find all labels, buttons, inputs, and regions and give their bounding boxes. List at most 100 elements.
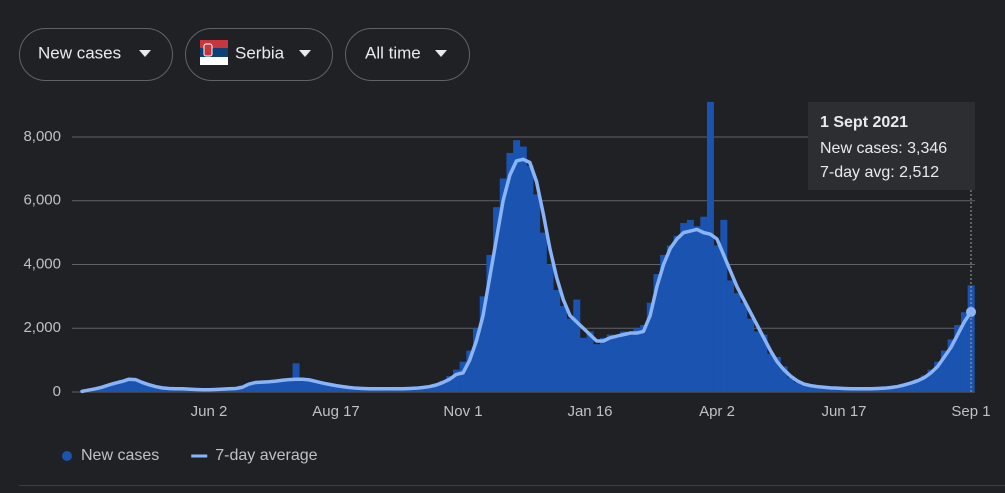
bar: [493, 207, 501, 392]
y-tick-label: 8,000: [23, 128, 61, 145]
tooltip: 1 Sept 2021 New cases: 3,346 7-day avg: …: [808, 102, 975, 190]
bar: [332, 385, 340, 392]
x-tick-label: Jun 2: [191, 403, 228, 420]
x-tick-label: Nov 1: [443, 403, 482, 420]
bar: [706, 101, 714, 392]
bar: [513, 140, 521, 392]
tooltip-box: [808, 102, 975, 190]
bar: [666, 245, 674, 392]
bar: [840, 388, 848, 392]
bar: [820, 387, 828, 392]
bar: [419, 387, 427, 392]
bar: [653, 274, 661, 392]
bar: [733, 293, 741, 392]
bar: [319, 383, 327, 392]
flag-blue: [200, 48, 228, 57]
bar: [606, 334, 614, 392]
bar: [807, 386, 815, 392]
bar: [900, 384, 908, 392]
bar: [626, 334, 634, 392]
bar: [740, 302, 748, 392]
dropdown-arrow: [435, 50, 447, 57]
bar: [112, 382, 120, 392]
bar: [359, 388, 367, 392]
bar: [727, 280, 735, 392]
bar: [907, 382, 915, 392]
bar: [640, 325, 648, 392]
bar: [446, 376, 454, 392]
dropdown-arrow: [139, 50, 151, 57]
bar: [499, 178, 507, 392]
bar: [700, 216, 708, 392]
bar: [833, 388, 841, 392]
bar: [793, 382, 801, 392]
plot: [78, 101, 976, 394]
bar: [954, 325, 962, 392]
button-label: New cases: [38, 43, 121, 62]
bar: [152, 387, 160, 392]
bar: [546, 264, 554, 392]
bar: [947, 339, 955, 392]
bar: [539, 232, 547, 392]
bar: [92, 389, 100, 392]
bar: [265, 381, 273, 392]
bar: [432, 383, 440, 392]
metric-dropdown[interactable]: New cases: [19, 28, 173, 81]
bar: [894, 385, 902, 392]
region-dropdown[interactable]: Serbia: [185, 28, 333, 81]
dropdown-arrow: [299, 50, 311, 57]
bar: [325, 384, 333, 392]
bar: [506, 152, 514, 392]
bar: [680, 223, 688, 392]
bar: [586, 331, 594, 392]
flag-red: [200, 40, 228, 48]
bar: [479, 296, 487, 392]
bar: [125, 378, 133, 392]
flag-white: [200, 57, 228, 65]
y-tick-label: 2,000: [23, 319, 61, 336]
bar: [352, 388, 360, 392]
bar: [339, 386, 347, 392]
bar: [573, 299, 581, 392]
bar: [486, 254, 494, 392]
bar: [526, 165, 534, 392]
bar: [118, 379, 126, 392]
bar: [312, 382, 320, 392]
bar: [713, 245, 721, 392]
bar: [760, 334, 768, 392]
bar: [960, 312, 968, 392]
bar: [426, 385, 434, 392]
bar: [259, 382, 267, 392]
bar: [252, 381, 260, 392]
tooltip-line: New cases: 3,346: [820, 140, 947, 157]
bar: [686, 219, 694, 392]
bar: [346, 387, 354, 392]
bar: [660, 254, 668, 392]
tooltip-line: 7-day avg: 2,512: [820, 164, 939, 181]
bar: [780, 366, 788, 392]
y-tick-label: 0: [53, 383, 61, 400]
bar: [787, 377, 795, 392]
x-tick-label: Apr 2: [699, 403, 735, 420]
bar: [767, 353, 775, 392]
bar: [753, 331, 761, 392]
bar: [533, 194, 541, 392]
bar: [559, 305, 567, 392]
x-tick-label: Jan 16: [567, 403, 612, 420]
bar: [105, 384, 113, 392]
bar: [813, 386, 821, 392]
bar: [620, 331, 628, 392]
bar: [887, 387, 895, 392]
period-dropdown[interactable]: All time: [345, 28, 470, 81]
bar: [459, 361, 467, 392]
bar: [145, 385, 153, 392]
bar: [98, 386, 106, 392]
bar: [132, 380, 140, 392]
bar: [305, 380, 313, 392]
bar: [827, 388, 835, 392]
bar: [553, 290, 561, 392]
bar: [279, 379, 287, 392]
bar: [466, 350, 474, 392]
y-tick-label: 4,000: [23, 255, 61, 272]
